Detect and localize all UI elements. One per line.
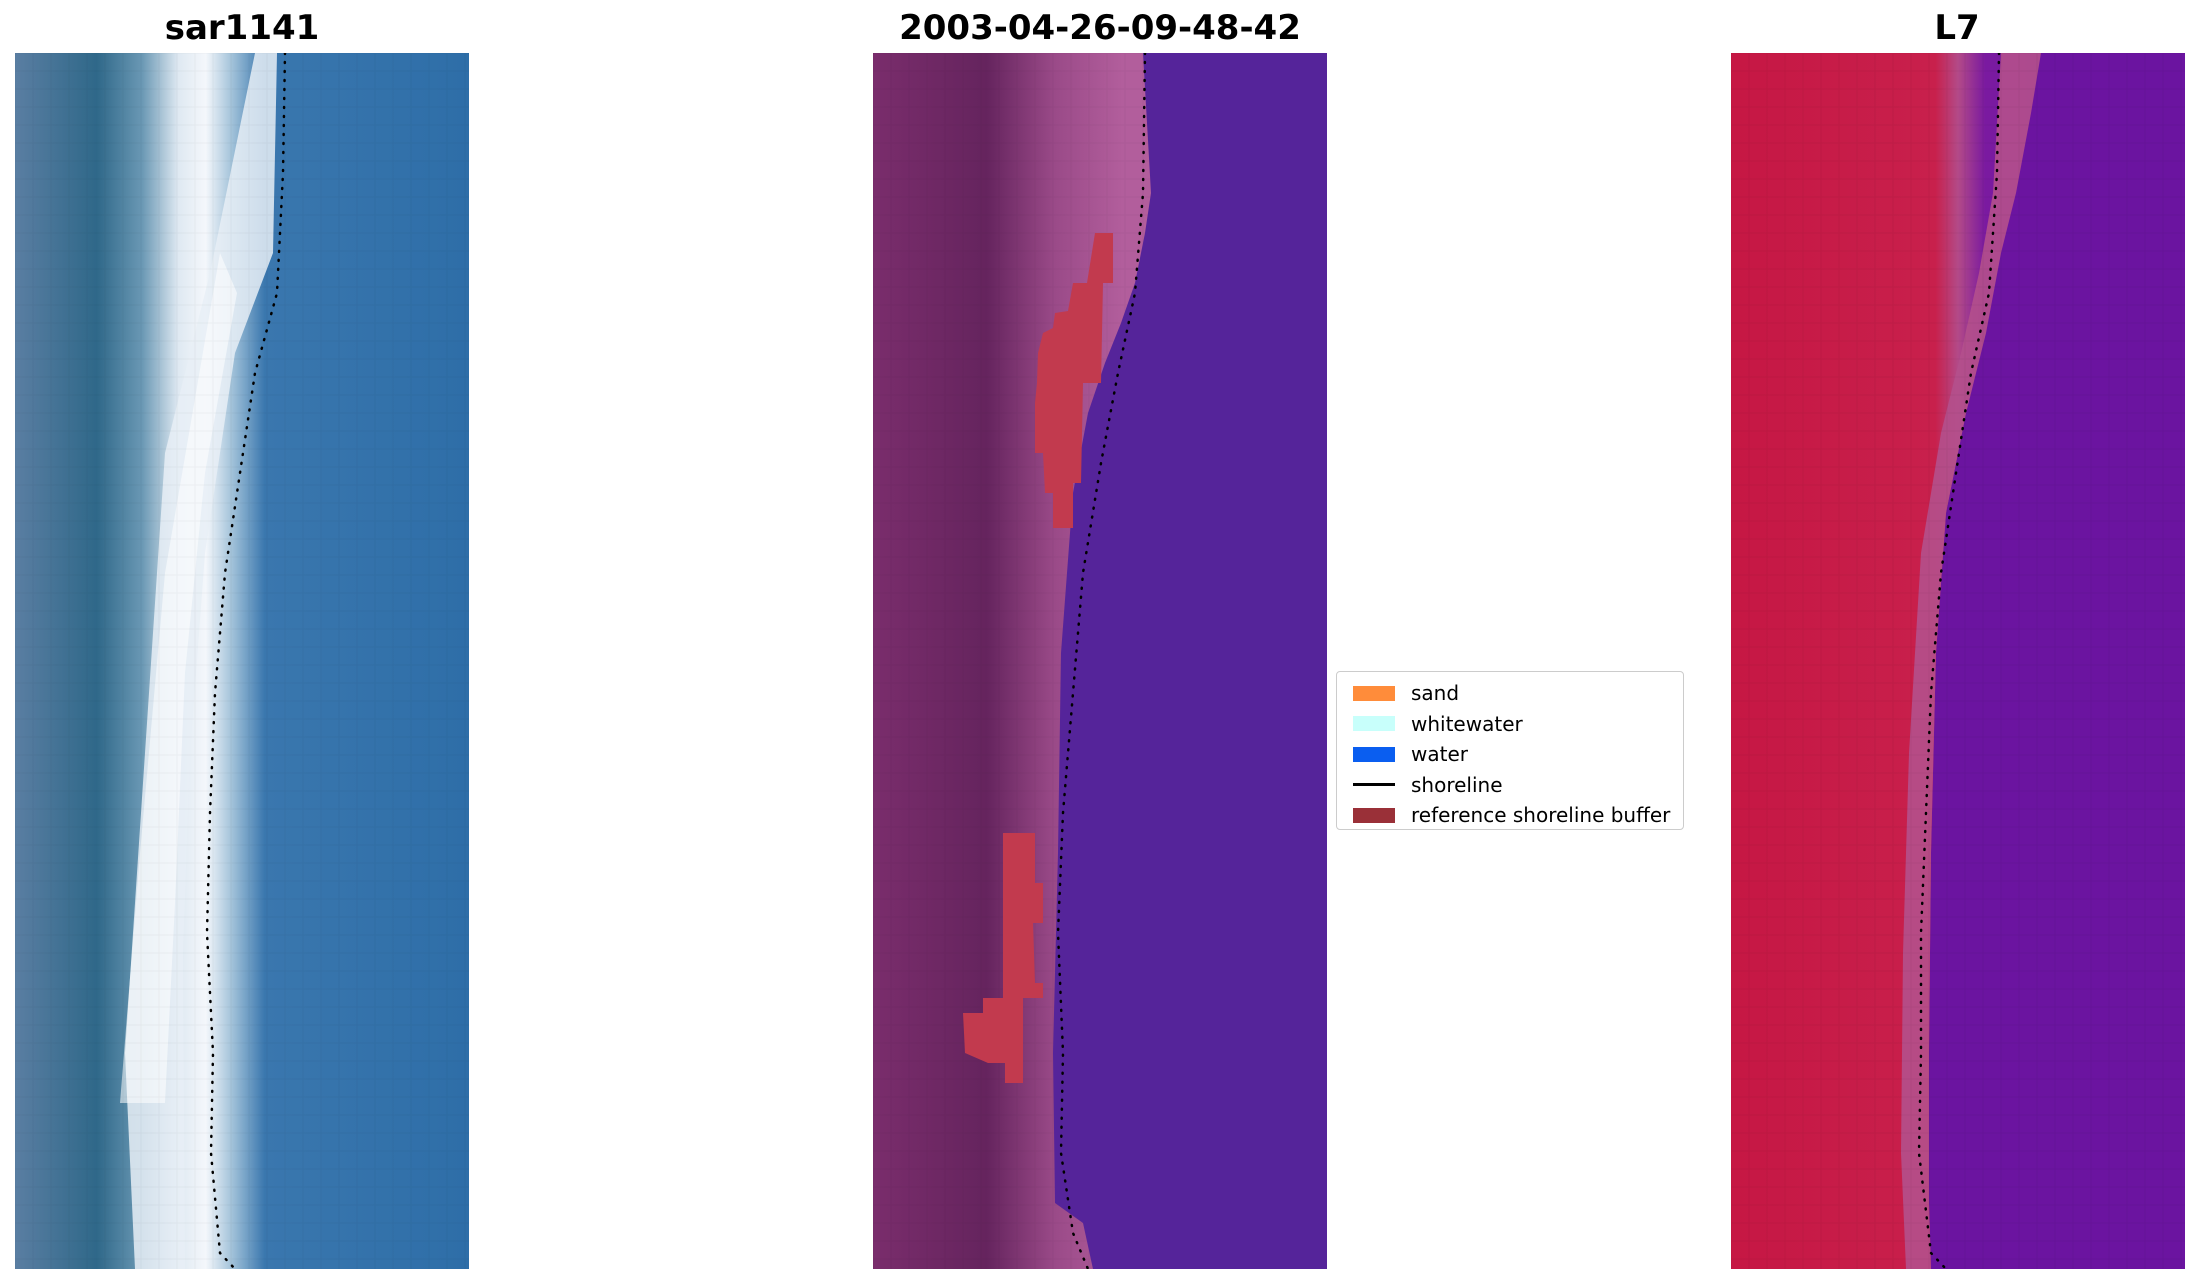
whitewater-swatch <box>1353 716 1395 732</box>
classified-image-panel <box>873 53 1327 1269</box>
panel-title-index: L7 <box>1934 8 1980 48</box>
legend-label: water <box>1411 742 1468 767</box>
legend-item-water: water <box>1345 739 1675 770</box>
legend-label: reference shoreline buffer <box>1411 803 1671 828</box>
sand-swatch <box>1353 685 1395 701</box>
panel-title-rgb: sar1141 <box>164 8 320 48</box>
shoreline-line-swatch <box>1353 783 1395 787</box>
index-image-panel <box>1731 53 2185 1269</box>
legend-label: shoreline <box>1411 772 1503 797</box>
legend-label: whitewater <box>1411 711 1523 736</box>
legend-item-whitewater: whitewater <box>1345 709 1675 740</box>
legend-label: sand <box>1411 681 1460 706</box>
legend-item-sand: sand <box>1345 678 1675 709</box>
water-swatch <box>1353 746 1395 762</box>
legend-item-shoreline: shoreline <box>1345 770 1675 801</box>
buffer-swatch <box>1353 807 1395 823</box>
legend: sand whitewater water shoreline referenc… <box>1336 671 1684 830</box>
rgb-image-panel <box>15 53 469 1269</box>
panel-title-classified: 2003-04-26-09-48-42 <box>899 8 1301 48</box>
legend-item-reference-buffer: reference shoreline buffer <box>1345 800 1675 831</box>
